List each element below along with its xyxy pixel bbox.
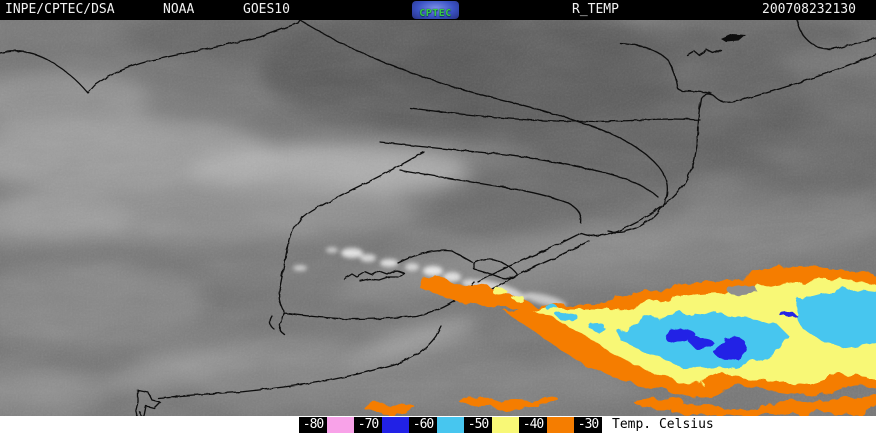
overlay-orange-arm xyxy=(418,275,540,312)
product-label: R_TEMP xyxy=(572,2,619,17)
overlay-orange-scatter xyxy=(364,394,876,416)
overlay-cyan-east xyxy=(795,290,876,348)
legend-cells: -80 -70 -60 -50 -40 -30 xyxy=(299,417,602,433)
legend-unit-label: Temp. Celsius xyxy=(612,417,714,432)
cptec-logo-text: CPTEC xyxy=(419,8,452,19)
footer-bar: -80 -70 -60 -50 -40 -30 Temp. Celsius xyxy=(0,416,876,434)
timestamp-label: 200708232130 xyxy=(762,2,856,17)
satellite-image-canvas xyxy=(0,20,876,416)
legend-label-cell: -80 xyxy=(299,417,327,433)
legend-label-cell: -50 xyxy=(464,417,492,433)
legend-swatch xyxy=(327,417,354,433)
overlay-blue-core xyxy=(690,336,712,348)
legend-label-cell: -70 xyxy=(354,417,382,433)
satellite-image xyxy=(0,20,876,416)
legend-label-cell: -30 xyxy=(574,417,602,433)
legend-swatch xyxy=(382,417,409,433)
legend-label-cell: -40 xyxy=(519,417,547,433)
lake-mark xyxy=(721,34,746,42)
satellite-label: GOES10 xyxy=(243,2,290,17)
legend-swatch xyxy=(547,417,574,433)
coastlines xyxy=(0,20,876,416)
header-bar: INPE/CPTEC/DSA NOAA GOES10 CPTEC R_TEMP … xyxy=(0,0,876,20)
network-label: NOAA xyxy=(163,2,195,17)
agency-label: INPE/CPTEC/DSA xyxy=(5,2,115,17)
legend-swatch xyxy=(437,417,464,433)
legend-swatch xyxy=(492,417,519,433)
legend-label-cell: -60 xyxy=(409,417,437,433)
overlay-blue-core xyxy=(664,328,696,344)
cptec-logo: CPTEC xyxy=(412,1,459,19)
overlay-blue-core xyxy=(714,340,748,358)
temperature-overlay xyxy=(364,267,876,416)
